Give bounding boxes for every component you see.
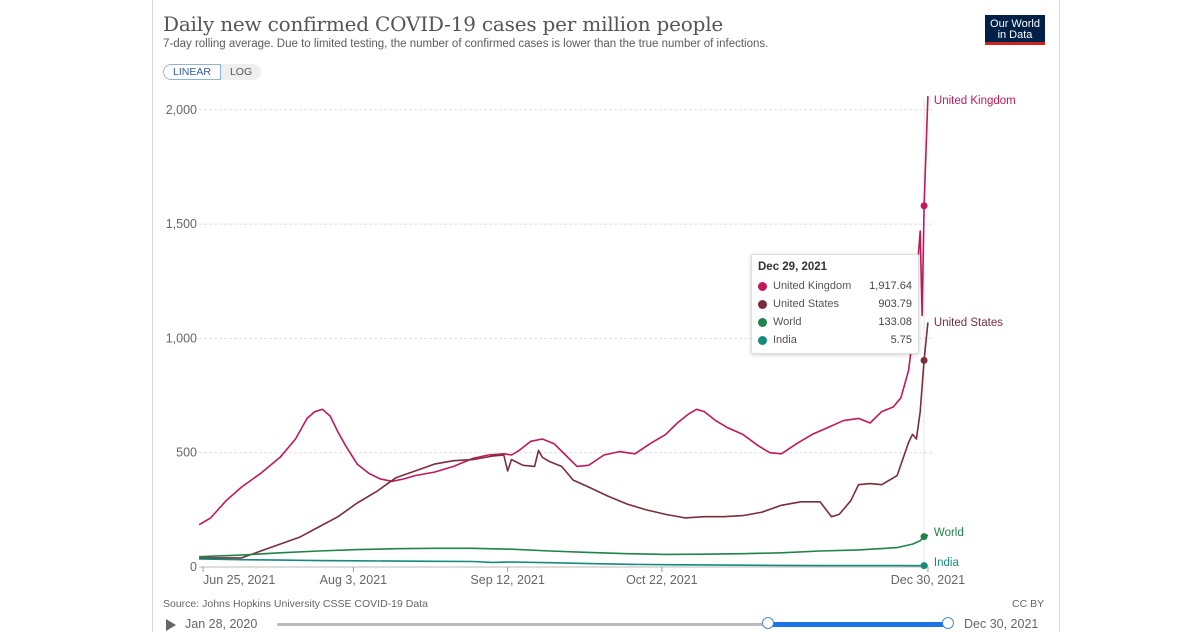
timeline-selected-range bbox=[768, 622, 948, 627]
tooltip-series-name: United States bbox=[773, 298, 840, 310]
chart-subtitle: 7-day rolling average. Due to limited te… bbox=[163, 38, 769, 50]
x-tick-label: Oct 22, 2021 bbox=[626, 573, 698, 587]
tooltip-row: United Kingdom 1,917.64 bbox=[758, 277, 912, 295]
y-axis-ticks: 0 500 1,000 1,500 2,000 bbox=[166, 103, 197, 574]
logo-line-2: in Data bbox=[997, 28, 1033, 41]
tooltip-row: United States 903.79 bbox=[758, 295, 912, 313]
timeline-start-date: Jan 28, 2020 bbox=[185, 617, 258, 631]
timeline: Jan 28, 2020 Dec 30, 2021 bbox=[163, 616, 1053, 632]
tooltip-series-value: 5.75 bbox=[890, 334, 912, 346]
chart-frame bbox=[152, 0, 1060, 632]
tooltip-series-value: 1,917.64 bbox=[869, 280, 912, 292]
tooltip-series-value: 133.08 bbox=[878, 316, 912, 328]
hover-marker bbox=[920, 356, 928, 364]
tooltip-date: Dec 29, 2021 bbox=[758, 261, 828, 273]
tooltip-row: India 5.75 bbox=[758, 331, 912, 349]
series-end-label[interactable]: United States bbox=[934, 317, 1003, 329]
hover-marker bbox=[920, 202, 928, 210]
x-tick-label: Aug 3, 2021 bbox=[320, 573, 387, 587]
chart-title: Daily new confirmed COVID-19 cases per m… bbox=[163, 12, 724, 36]
series-line-world[interactable] bbox=[199, 534, 929, 558]
tooltip-series-name: World bbox=[773, 316, 802, 328]
legend-dot-icon bbox=[758, 281, 767, 291]
series-line-united-kingdom[interactable] bbox=[198, 96, 929, 526]
log-scale-button[interactable]: LOG bbox=[220, 64, 262, 80]
x-tick-label: Dec 30, 2021 bbox=[891, 573, 965, 587]
legend-dot-icon bbox=[758, 299, 767, 309]
legend-dot-icon bbox=[758, 335, 767, 345]
series-end-label[interactable]: United Kingdom bbox=[934, 95, 1016, 107]
legend-dot-icon bbox=[758, 317, 767, 327]
hover-marker bbox=[920, 562, 928, 570]
source-note[interactable]: Source: Johns Hopkins University CSSE CO… bbox=[163, 598, 428, 610]
y-tick-label: 1,500 bbox=[166, 217, 197, 231]
timeline-track[interactable] bbox=[277, 623, 950, 626]
license-link[interactable]: CC BY bbox=[1012, 598, 1045, 610]
play-icon[interactable] bbox=[166, 619, 176, 631]
tooltip-series-name: India bbox=[773, 334, 797, 346]
series-end-label[interactable]: India bbox=[934, 557, 960, 569]
timeline-end-handle[interactable] bbox=[942, 617, 954, 629]
y-tick-label: 2,000 bbox=[166, 103, 197, 117]
tooltip-series-name: United Kingdom bbox=[773, 280, 852, 292]
x-tick-label: Jun 25, 2021 bbox=[203, 573, 275, 587]
timeline-end-date: Dec 30, 2021 bbox=[964, 617, 1039, 631]
tooltip-row: World 133.08 bbox=[758, 313, 912, 331]
scale-toggle: LINEAR LOG bbox=[163, 64, 262, 80]
x-axis-ticks: Jun 25, 2021 Aug 3, 2021 Sep 12, 2021 Oct 2… bbox=[202, 567, 965, 587]
y-tick-label: 0 bbox=[190, 560, 197, 574]
x-tick-label: Sep 12, 2021 bbox=[470, 573, 544, 587]
linear-scale-button[interactable]: LINEAR bbox=[163, 64, 221, 80]
hover-marker bbox=[920, 533, 928, 541]
owid-logo[interactable]: Our World in Data bbox=[985, 15, 1045, 45]
series-line-india[interactable] bbox=[199, 558, 928, 567]
timeline-start-handle[interactable] bbox=[762, 617, 774, 629]
series-labels: United Kingdom United States World India bbox=[934, 95, 1016, 569]
series-lines bbox=[198, 96, 929, 567]
series-end-label[interactable]: World bbox=[934, 527, 964, 539]
hover-tooltip: Dec 29, 2021 United Kingdom 1,917.64 Uni… bbox=[751, 254, 919, 354]
grid-lines bbox=[199, 98, 933, 568]
y-tick-label: 1,000 bbox=[166, 331, 197, 345]
logo-line-1: Our World bbox=[990, 17, 1040, 30]
series-line-united-states[interactable] bbox=[199, 322, 929, 559]
tooltip-series-value: 903.79 bbox=[878, 298, 912, 310]
y-tick-label: 500 bbox=[176, 446, 197, 460]
hover-markers bbox=[920, 202, 928, 570]
